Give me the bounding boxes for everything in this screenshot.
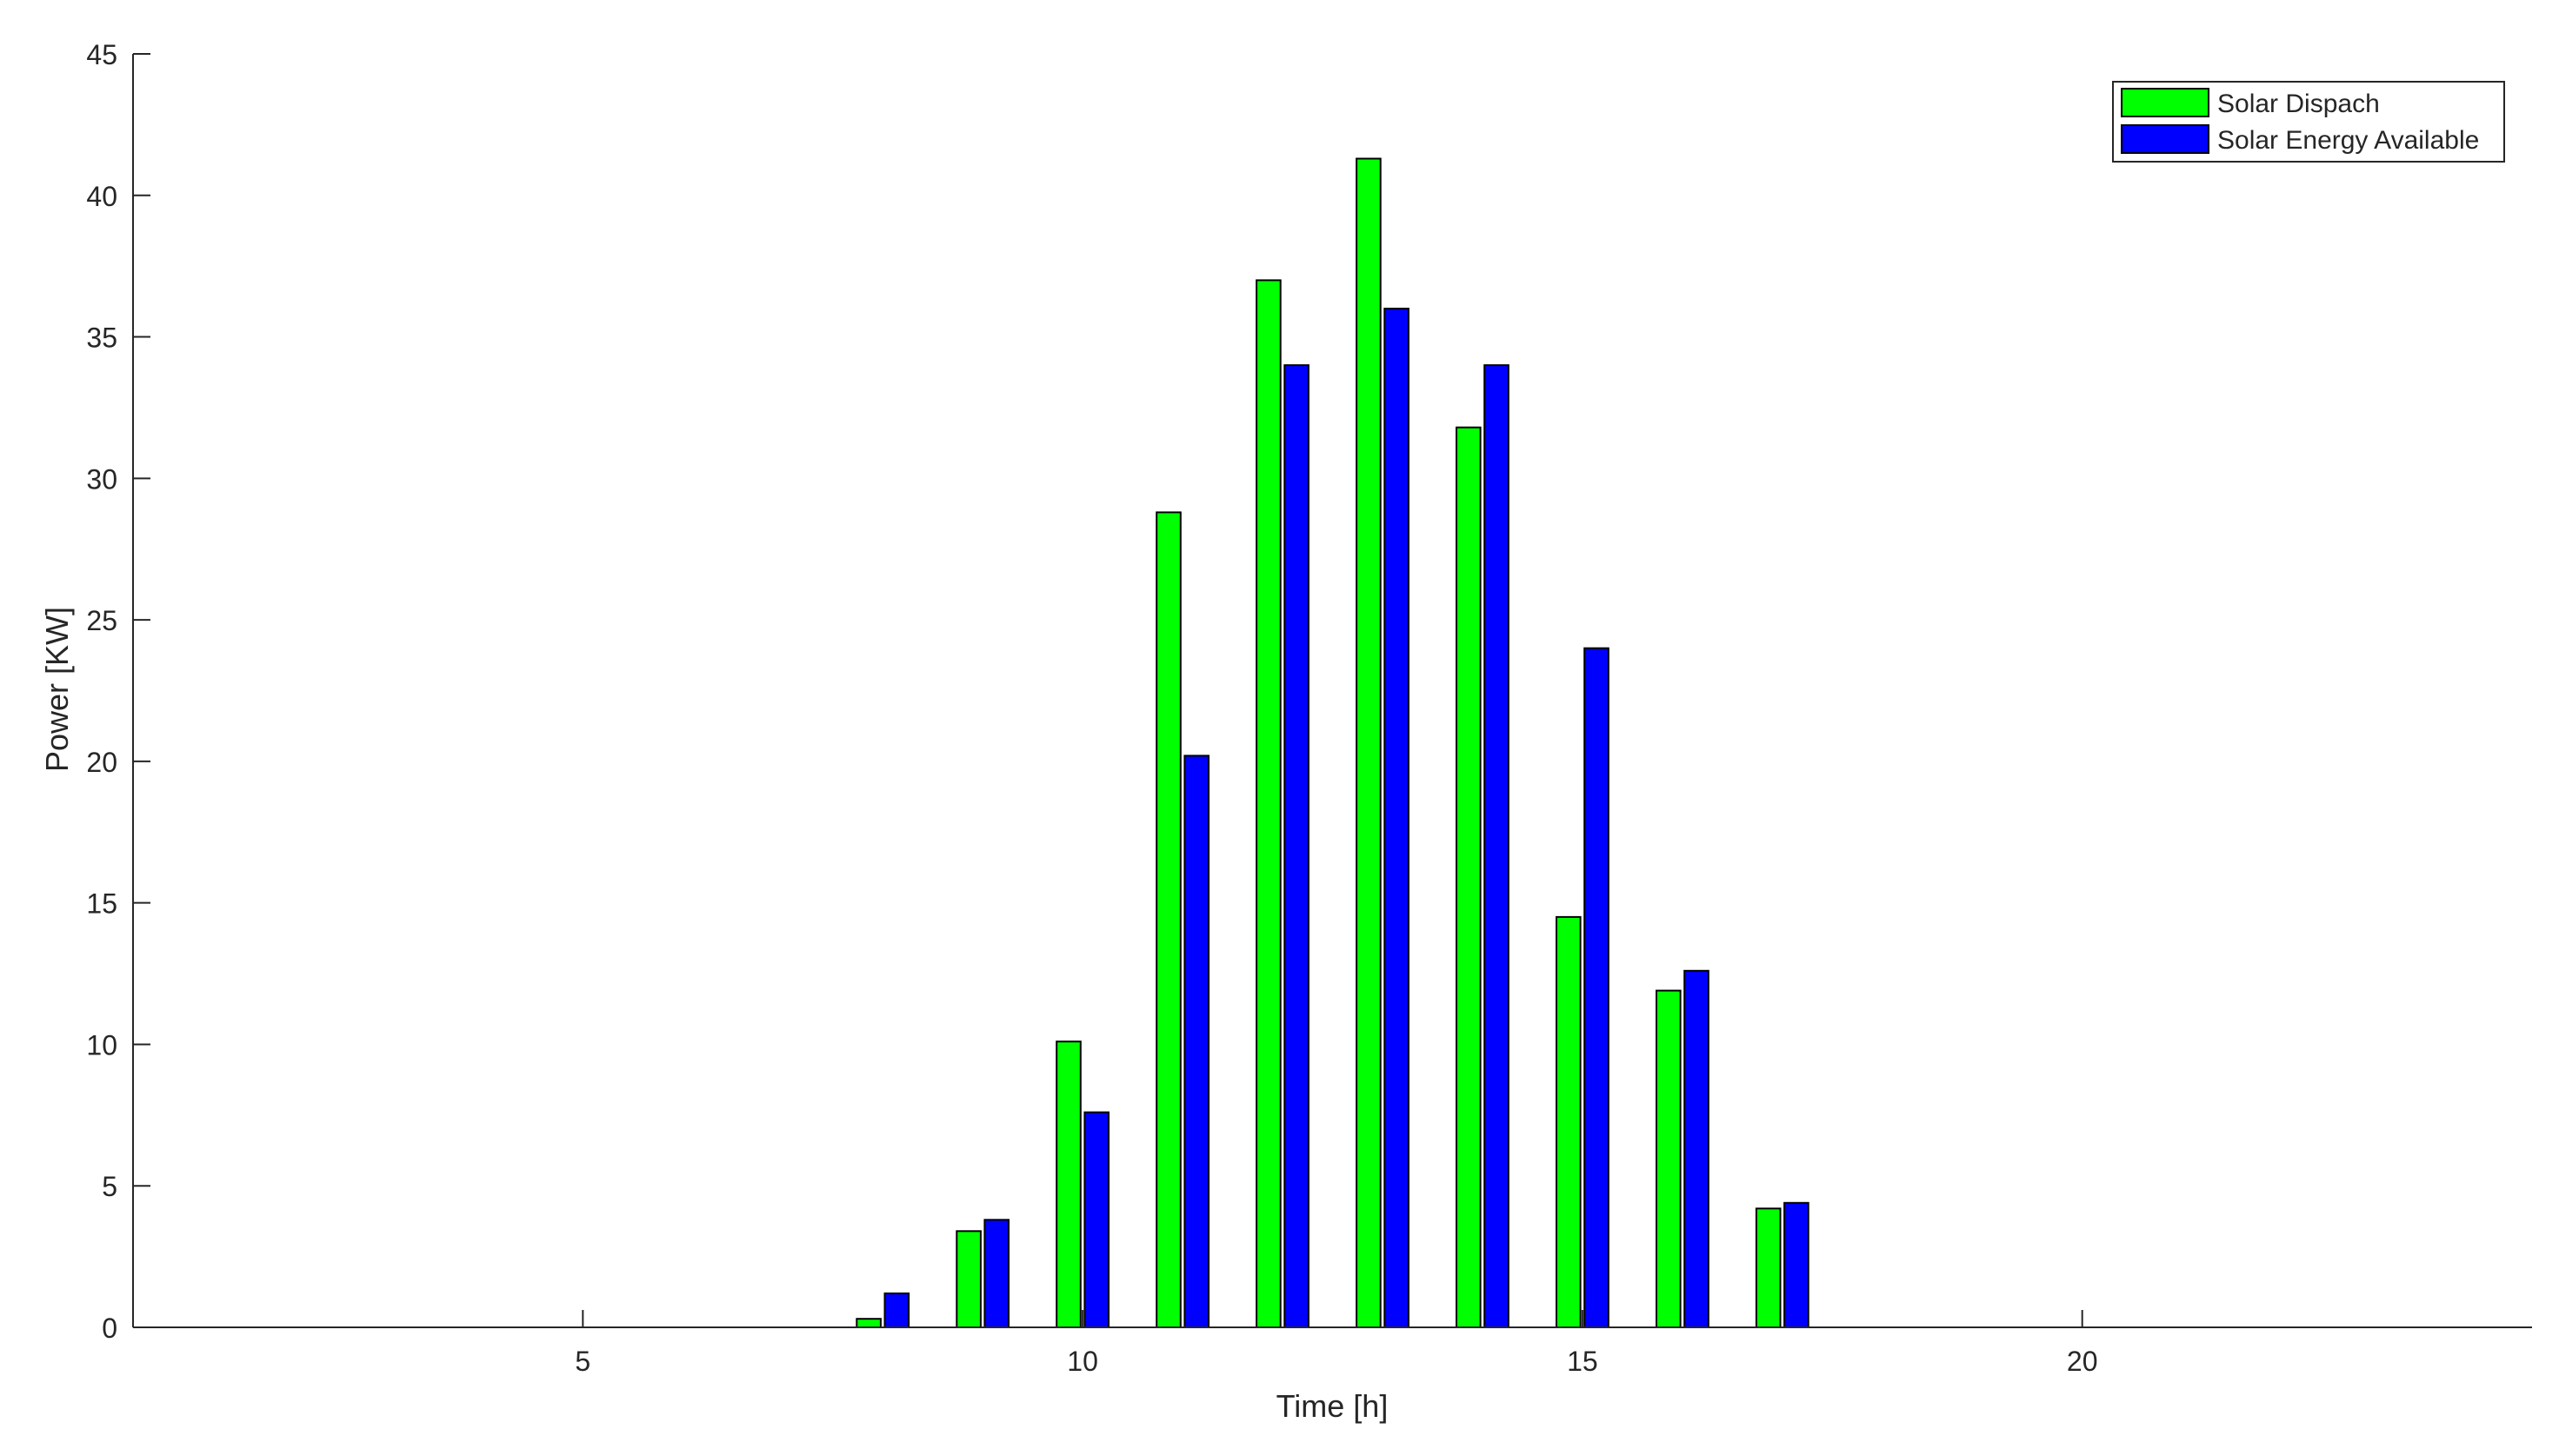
x-tick-label: 10 bbox=[1067, 1346, 1098, 1377]
y-tick-label: 35 bbox=[86, 322, 117, 354]
y-tick-label: 10 bbox=[86, 1029, 117, 1060]
bar-solar-energy-available-14 bbox=[1483, 364, 1509, 1329]
x-tick-label: 15 bbox=[1567, 1346, 1598, 1377]
bar-solar-energy-available-11 bbox=[1183, 755, 1210, 1328]
x-tick-label: 20 bbox=[2067, 1346, 2098, 1377]
bar-solar-energy-available-17 bbox=[1783, 1201, 1809, 1329]
bar-solar-dispach-12 bbox=[1256, 279, 1282, 1328]
x-axis-label: Time [h] bbox=[1276, 1388, 1389, 1424]
legend-label: Solar Dispach bbox=[2217, 90, 2380, 118]
bar-solar-energy-available-16 bbox=[1683, 969, 1709, 1329]
bar-solar-energy-available-8 bbox=[883, 1292, 910, 1329]
bar-solar-dispach-16 bbox=[1656, 989, 1682, 1328]
x-tick-label: 5 bbox=[575, 1346, 590, 1377]
y-axis-label: Power [KW] bbox=[39, 607, 75, 772]
bar-solar-dispach-8 bbox=[856, 1318, 882, 1328]
bar-solar-dispach-10 bbox=[1056, 1040, 1082, 1328]
y-tick-label: 15 bbox=[86, 888, 117, 920]
legend-swatch bbox=[2121, 124, 2209, 154]
bar-solar-energy-available-10 bbox=[1083, 1111, 1110, 1328]
bar-solar-dispach-14 bbox=[1456, 426, 1482, 1329]
y-tick-label: 30 bbox=[86, 463, 117, 495]
bar-solar-energy-available-13 bbox=[1383, 308, 1409, 1328]
bar-solar-dispach-11 bbox=[1156, 511, 1182, 1328]
bar-solar-energy-available-9 bbox=[983, 1219, 1010, 1329]
bars-layer bbox=[856, 157, 1809, 1329]
legend-label: Solar Energy Available bbox=[2217, 126, 2479, 155]
bar-solar-dispach-17 bbox=[1755, 1207, 1782, 1329]
bar-solar-dispach-9 bbox=[956, 1230, 982, 1329]
y-tick-label: 20 bbox=[86, 747, 117, 778]
y-tick-label: 0 bbox=[102, 1313, 117, 1344]
y-tick-label: 40 bbox=[86, 181, 117, 212]
legend: Solar Dispach Solar Energy Available bbox=[2112, 81, 2505, 163]
legend-swatch bbox=[2121, 88, 2209, 117]
bar-solar-energy-available-15 bbox=[1583, 647, 1609, 1328]
y-tick-label: 25 bbox=[86, 605, 117, 636]
bar-solar-dispach-15 bbox=[1556, 915, 1582, 1329]
axes-layer: 0 5 10 15 20 25 30 35 40 45 5 10 15 20 bbox=[86, 39, 2532, 1377]
y-tick-label: 45 bbox=[86, 39, 117, 70]
bar-solar-dispach-13 bbox=[1356, 157, 1382, 1328]
bar-solar-energy-available-12 bbox=[1283, 364, 1309, 1329]
y-tick-label: 5 bbox=[102, 1171, 117, 1202]
